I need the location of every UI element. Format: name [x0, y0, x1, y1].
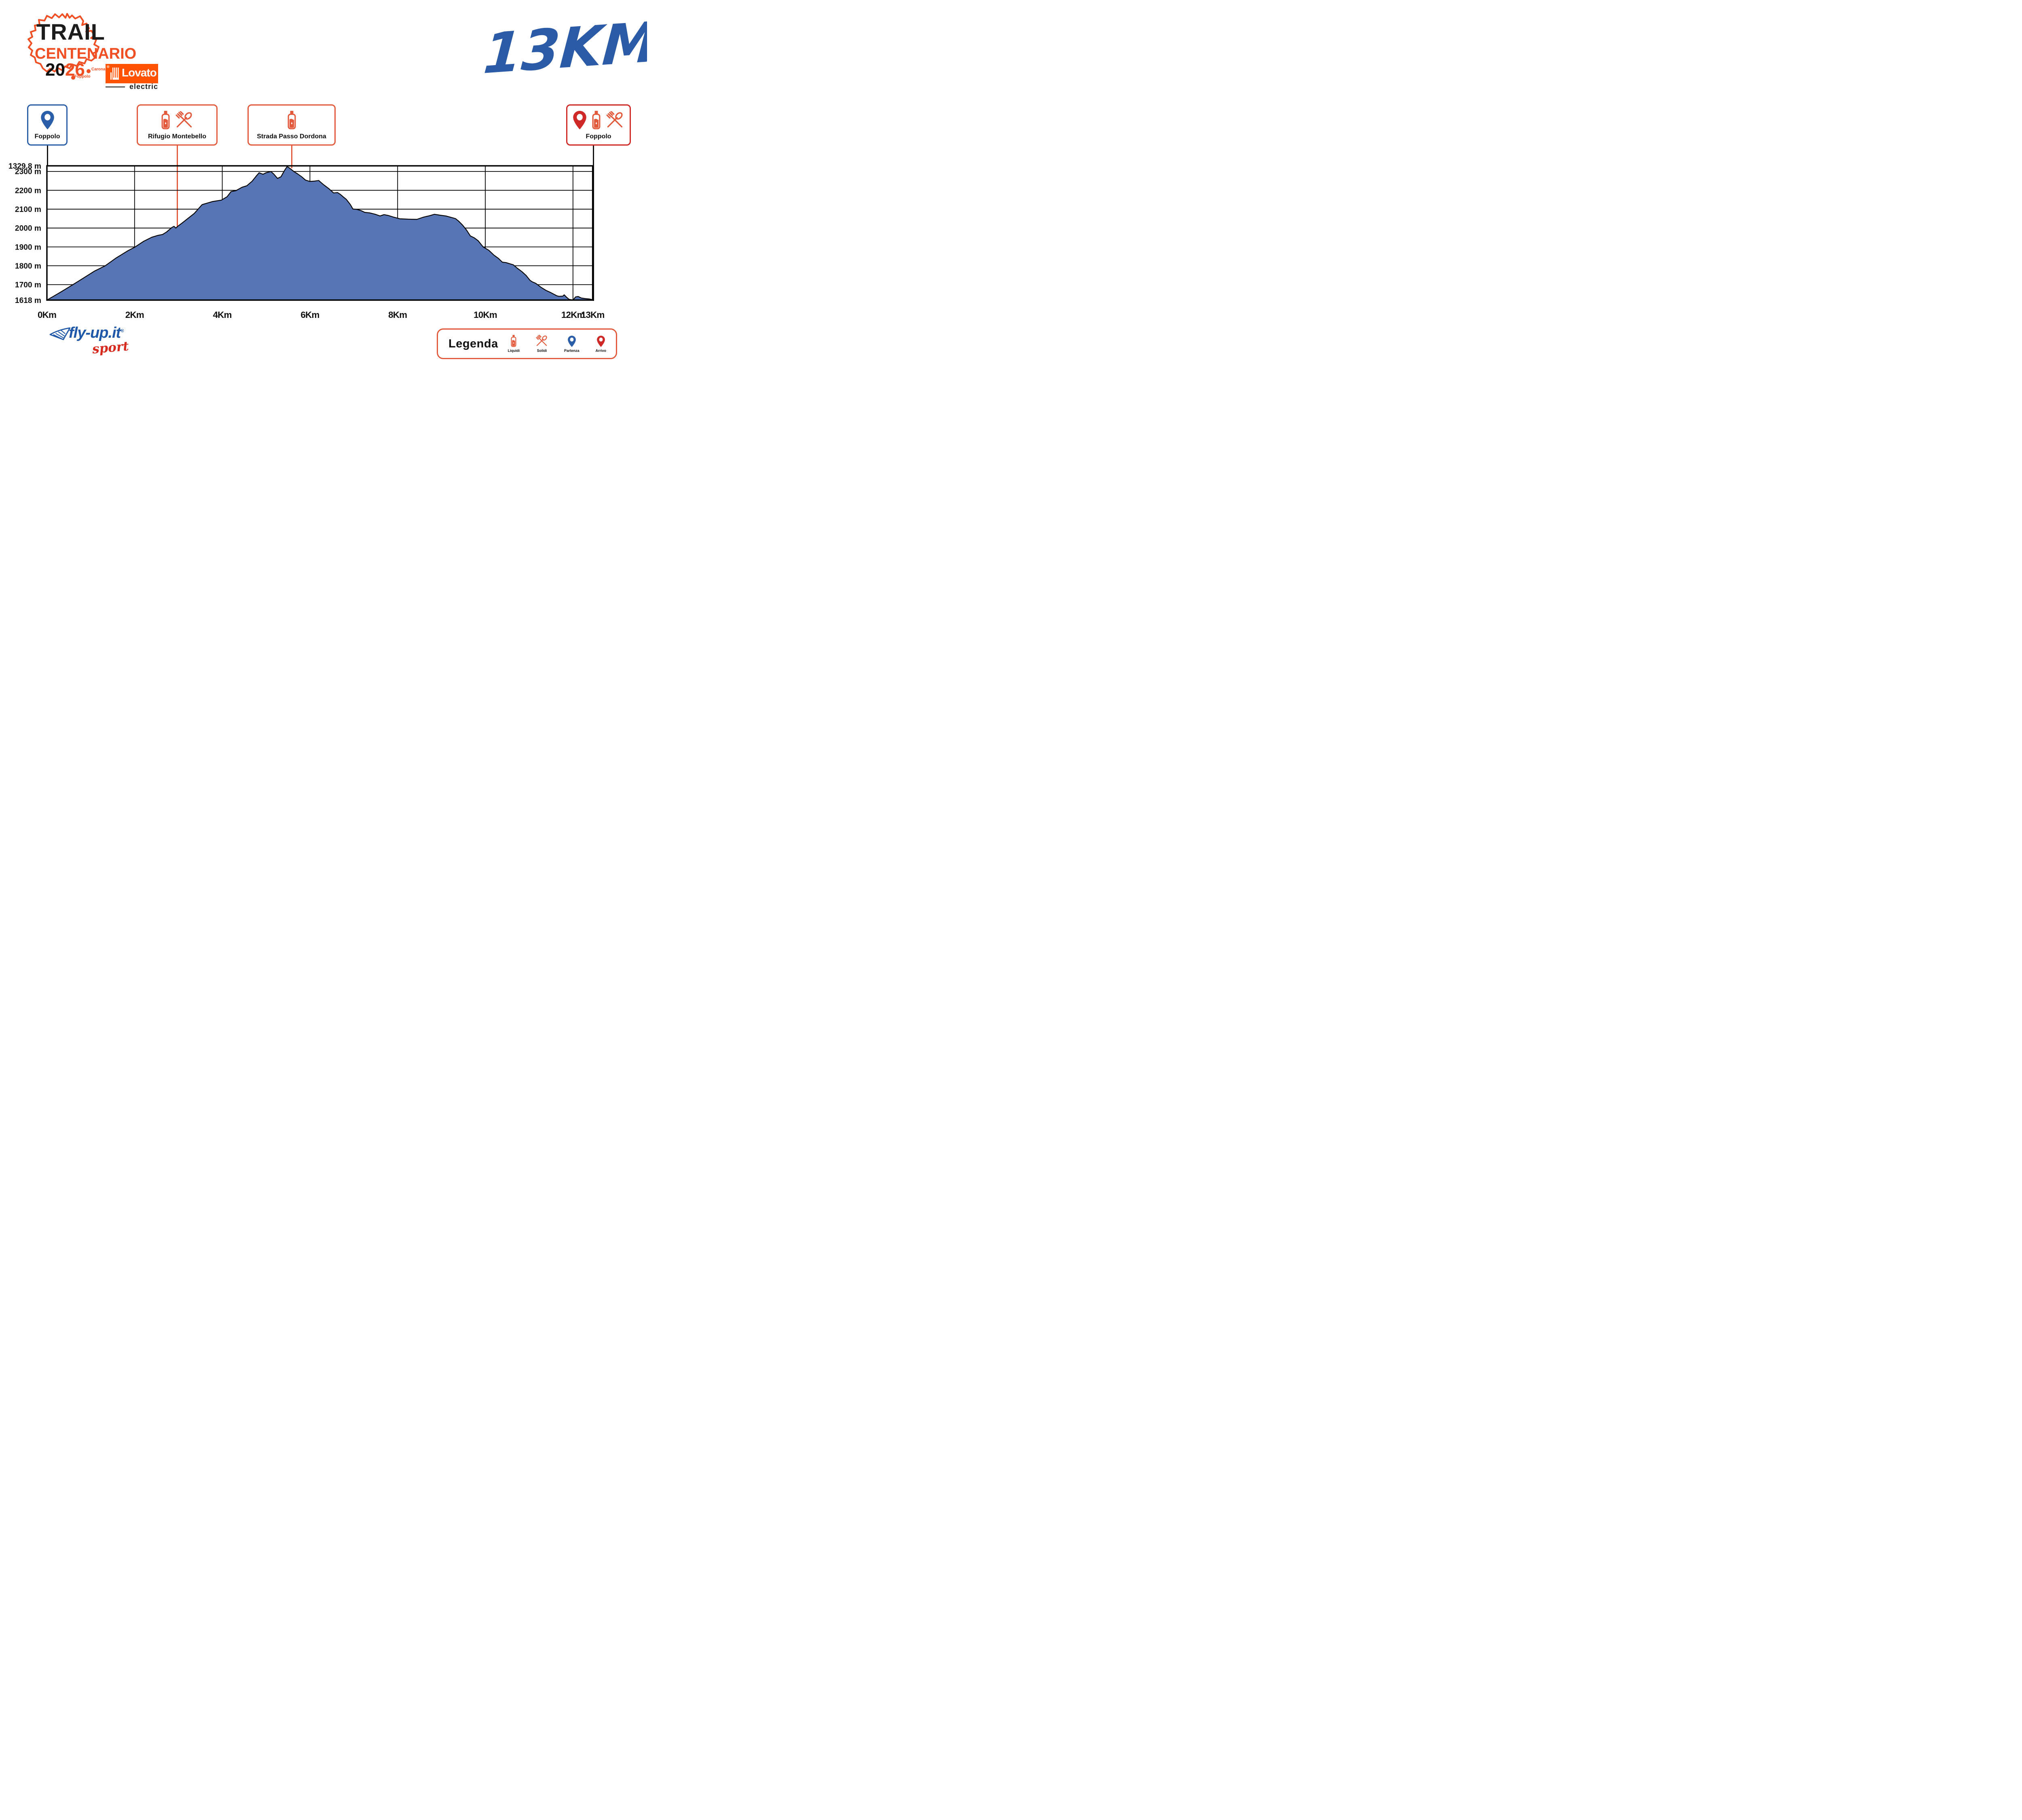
y-axis-label: 2100 m: [15, 205, 41, 214]
checkpoint-card-strada-passo-dordona: Strada Passo Dordona: [247, 104, 336, 168]
y-axis-label: 1618 m: [15, 296, 41, 305]
sponsor-flyup: fly-up.it® sport: [48, 323, 153, 360]
lovato-wordmark: Lovato: [122, 66, 157, 79]
elevation-area: [47, 166, 593, 300]
chart-profile-area: [47, 166, 593, 301]
legend-item-label: Solidi: [537, 349, 547, 353]
chart-frame: [46, 165, 594, 301]
checkpoint-label: Strada Passo Dordona: [257, 133, 326, 140]
legend-item-partenza: Partenza: [564, 336, 580, 353]
x-axis-label: 12Km: [561, 310, 585, 320]
checkpoint-icons: [138, 109, 216, 131]
registered-mark: ®: [107, 65, 110, 69]
legend-items: Liquidi Solidi Partenza Arrivo: [508, 335, 606, 353]
checkpoint-icons: [567, 109, 630, 131]
bottle-icon: [161, 111, 169, 129]
y-axis-label: 2300 m: [15, 168, 41, 176]
chart-border: [46, 165, 594, 301]
logo-year-black: 20: [45, 60, 65, 80]
distance-badge: 13KM: [481, 10, 647, 87]
wing-icon: [49, 327, 71, 340]
cutlery-icon: [536, 335, 548, 346]
legend-title: Legenda: [448, 337, 498, 350]
x-axis-label: 0Km: [38, 310, 56, 320]
y-axis-label: 1329.8 m: [8, 162, 41, 171]
map-dot-carona: [87, 69, 91, 73]
lovato-electric-label: electric: [129, 83, 158, 91]
y-axis-label: 2200 m: [15, 186, 41, 195]
checkpoint-leader-line: [291, 146, 292, 168]
lovato-stripes-icon: [110, 68, 119, 80]
sponsor-lovato: ® Lovato electric: [106, 64, 158, 91]
cutlery-icon: [176, 111, 193, 128]
legend-item-liquidi: Liquidi: [508, 335, 520, 353]
logo-year: 2026: [45, 60, 85, 80]
bottle-icon: [592, 111, 601, 129]
y-axis-label: 1900 m: [15, 243, 41, 252]
y-axis-label: 1700 m: [15, 281, 41, 290]
checkpoint-card-foppolo: Foppolo: [27, 104, 68, 166]
flyup-registered-mark: ®: [121, 328, 124, 334]
pin-icon: [573, 111, 586, 129]
x-axis-label: 6Km: [300, 310, 319, 320]
checkpoint-label: Foppolo: [34, 133, 60, 140]
bottle-icon: [288, 111, 296, 129]
map-label-carona: Carona: [91, 67, 106, 72]
checkpoint-card-foppolo: Foppolo: [566, 104, 631, 301]
map-label-foppolo: Foppolo: [74, 74, 91, 79]
checkpoint-leader-line: [593, 146, 594, 301]
map-dot-foppolo: [71, 76, 75, 80]
legend-item-solidi: Solidi: [536, 335, 548, 353]
flyup-wordmark: fly-up.it®: [69, 324, 124, 342]
checkpoint-card-rifugio-montebello: Rifugio Montebello: [137, 104, 218, 228]
legend-item-arrivo: Arrivo: [595, 336, 606, 353]
pin-icon: [567, 336, 576, 347]
x-axis-label: 2Km: [125, 310, 144, 320]
pin-icon: [596, 336, 605, 347]
checkpoint-icons: [249, 109, 334, 131]
legend-item-label: Partenza: [564, 349, 580, 353]
x-axis-label: 4Km: [213, 310, 232, 320]
x-axis-label: 10Km: [474, 310, 497, 320]
poster: TRAIL CENTENARIO 2026 Carona Foppolo ® L…: [0, 0, 647, 364]
bottle-icon: [511, 335, 516, 347]
checkpoint-label: Foppolo: [586, 133, 611, 140]
logo-subtitle: CENTENARIO: [35, 45, 137, 62]
event-logo: TRAIL CENTENARIO 2026 Carona Foppolo: [27, 10, 188, 111]
cutlery-icon: [606, 111, 624, 128]
pin-icon: [40, 111, 54, 129]
legend-item-label: Liquidi: [508, 349, 520, 353]
checkpoint-leader-line: [176, 146, 178, 228]
x-axis-label: 8Km: [388, 310, 407, 320]
checkpoint-label: Rifugio Montebello: [148, 133, 206, 140]
legend-box: Legenda Liquidi Solidi Partenza Arrivo: [437, 328, 617, 359]
flyup-sport-label: sport: [91, 339, 129, 357]
checkpoint-leader-line: [47, 146, 48, 166]
y-axis-label: 2000 m: [15, 224, 41, 233]
logo-year-orange: 26: [65, 60, 85, 80]
lovato-logo-box: ® Lovato: [106, 64, 158, 83]
map-outline-icon: [27, 13, 99, 80]
logo-title: TRAIL: [36, 19, 105, 44]
flyup-text: fly-up.it: [69, 324, 121, 341]
checkpoint-icons: [28, 109, 66, 131]
legend-item-label: Arrivo: [595, 349, 606, 353]
y-axis-label: 1800 m: [15, 262, 41, 271]
elevation-line: [47, 166, 593, 301]
x-axis-label: 13Km: [581, 310, 605, 320]
